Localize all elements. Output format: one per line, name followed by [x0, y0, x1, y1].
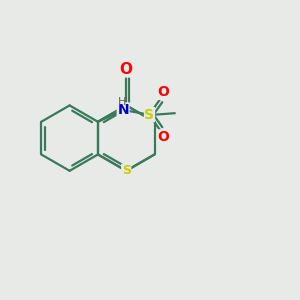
- Text: S: S: [145, 108, 154, 122]
- Text: H: H: [117, 97, 126, 107]
- Text: N: N: [117, 103, 129, 117]
- Text: S: S: [122, 164, 131, 177]
- Text: O: O: [158, 85, 169, 99]
- Text: O: O: [158, 130, 169, 144]
- Text: O: O: [120, 62, 133, 77]
